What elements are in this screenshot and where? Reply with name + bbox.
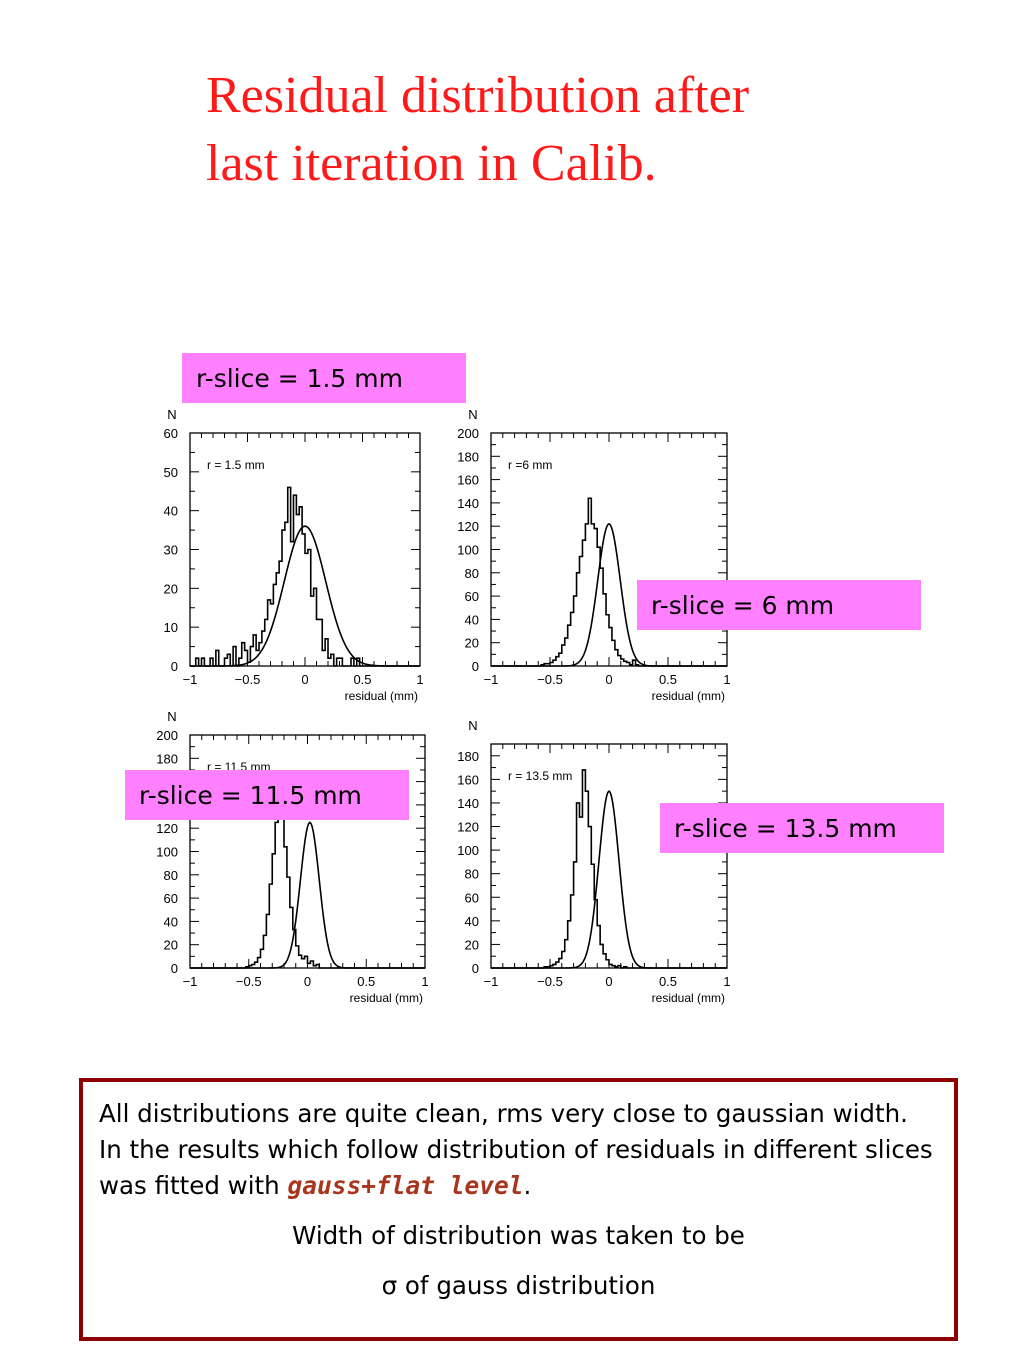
- histogram-bars: [491, 769, 727, 969]
- y-tick-label: 20: [164, 581, 178, 596]
- y-tick-label: 120: [156, 821, 178, 836]
- y-tick-label: 60: [164, 426, 178, 441]
- y-axis-label: N: [468, 407, 477, 422]
- y-tick-label: 30: [164, 543, 178, 558]
- gauss-fit-curve: [491, 522, 727, 667]
- plot-annotation: r =6 mm: [508, 458, 552, 472]
- y-tick-label: 0: [472, 961, 479, 976]
- y-tick-label: 180: [457, 749, 479, 764]
- summary-note: All distributions are quite clean, rms v…: [79, 1078, 958, 1341]
- y-tick-label: 0: [472, 659, 479, 674]
- y-tick-label: 100: [457, 543, 479, 558]
- y-tick-label: 180: [156, 751, 178, 766]
- slice-label-1-5mm: r-slice = 1.5 mm: [182, 353, 466, 403]
- y-tick-label: 20: [465, 636, 479, 651]
- x-tick-label: 0: [605, 974, 612, 989]
- y-axis-label: N: [167, 709, 176, 724]
- title-line-1: Residual distribution after: [206, 67, 750, 124]
- y-tick-label: 80: [465, 867, 479, 882]
- y-tick-label: 100: [457, 843, 479, 858]
- y-tick-label: 140: [457, 796, 479, 811]
- y-tick-label: 20: [465, 937, 479, 952]
- x-tick-label: 0: [304, 974, 311, 989]
- y-tick-label: 200: [457, 426, 479, 441]
- y-tick-label: 60: [465, 589, 479, 604]
- slide-title: Residual distribution after last iterati…: [206, 62, 966, 198]
- x-tick-label: −1: [484, 672, 499, 687]
- note-width-line: Width of distribution was taken to be: [292, 1221, 745, 1250]
- y-tick-label: 100: [156, 845, 178, 860]
- y-tick-label: 160: [457, 473, 479, 488]
- y-tick-label: 0: [171, 961, 178, 976]
- x-tick-label: −0.5: [235, 672, 261, 687]
- gauss-fit-curve: [190, 821, 425, 969]
- y-tick-label: 180: [457, 449, 479, 464]
- x-tick-label: 0: [605, 672, 612, 687]
- y-tick-label: 10: [164, 620, 178, 635]
- y-tick-label: 160: [457, 772, 479, 787]
- x-tick-label: −1: [183, 672, 198, 687]
- x-tick-label: 1: [421, 974, 428, 989]
- x-tick-label: −0.5: [537, 672, 563, 687]
- y-axis-label: N: [167, 407, 176, 422]
- x-axis-label: residual (mm): [350, 991, 423, 1005]
- y-axis-label: N: [468, 718, 477, 733]
- y-tick-label: 20: [164, 938, 178, 953]
- histogram-panel-3: −1−0.500.51020406080100120140160180200Nr…: [156, 709, 428, 1005]
- y-tick-label: 40: [465, 914, 479, 929]
- x-axis-label: residual (mm): [652, 991, 725, 1005]
- note-sigma-rest: of gauss distribution: [397, 1271, 656, 1300]
- x-tick-label: 0.5: [357, 974, 375, 989]
- y-tick-label: 140: [457, 496, 479, 511]
- histogram-bars: [190, 486, 420, 667]
- note-text: All distributions are quite clean, rms v…: [99, 1099, 933, 1200]
- x-tick-label: 1: [723, 974, 730, 989]
- x-tick-label: −1: [183, 974, 198, 989]
- x-tick-label: 0.5: [659, 974, 677, 989]
- note-text-end: .: [523, 1171, 532, 1200]
- x-tick-label: 0: [301, 672, 308, 687]
- y-tick-label: 80: [465, 566, 479, 581]
- note-emphasis: gauss+flat level: [287, 1171, 524, 1200]
- y-tick-label: 0: [171, 659, 178, 674]
- x-axis-label: residual (mm): [345, 689, 418, 703]
- note-paragraph: All distributions are quite clean, rms v…: [99, 1096, 938, 1204]
- sigma-symbol: σ: [381, 1271, 398, 1300]
- y-tick-label: 60: [465, 890, 479, 905]
- slice-label-6mm: r-slice = 6 mm: [637, 580, 921, 630]
- plot-annotation: r = 13.5 mm: [508, 769, 572, 783]
- y-tick-label: 80: [164, 868, 178, 883]
- plot-annotation: r = 1.5 mm: [207, 458, 265, 472]
- gauss-fit-curve: [190, 525, 420, 667]
- histogram-panel-4: −1 −0.5 0 0.5 1 0 20 40 60 80 100 120 140 160 180 Nresi…: [457, 718, 730, 1005]
- y-tick-label: 120: [457, 820, 479, 835]
- x-tick-label: 0.5: [659, 672, 677, 687]
- y-tick-label: 200: [156, 728, 178, 743]
- x-axis-label: residual (mm): [652, 689, 725, 703]
- x-tick-label: 0.5: [353, 672, 371, 687]
- y-tick-label: 120: [457, 519, 479, 534]
- y-tick-label: 40: [164, 504, 178, 519]
- title-line-2: last iteration in Calib.: [206, 135, 657, 192]
- x-tick-label: 1: [723, 672, 730, 687]
- x-tick-label: −1: [484, 974, 499, 989]
- y-tick-label: 50: [164, 465, 178, 480]
- gauss-fit-curve: [491, 790, 727, 969]
- y-tick-label: 40: [465, 612, 479, 627]
- y-tick-label: 60: [164, 891, 178, 906]
- note-sigma-line: σ of gauss distribution: [99, 1268, 938, 1304]
- slice-label-11-5mm: r-slice = 11.5 mm: [125, 770, 409, 820]
- x-tick-label: 1: [416, 672, 423, 687]
- slice-label-13-5mm: r-slice = 13.5 mm: [660, 803, 944, 853]
- histogram-panel-2: −1 −0.5 0 0.5 1 0 20 40 60 80 100 120 140 160 180 200 Nr…: [457, 407, 730, 703]
- x-tick-label: −0.5: [236, 974, 262, 989]
- x-tick-label: −0.5: [537, 974, 563, 989]
- y-tick-label: 40: [164, 914, 178, 929]
